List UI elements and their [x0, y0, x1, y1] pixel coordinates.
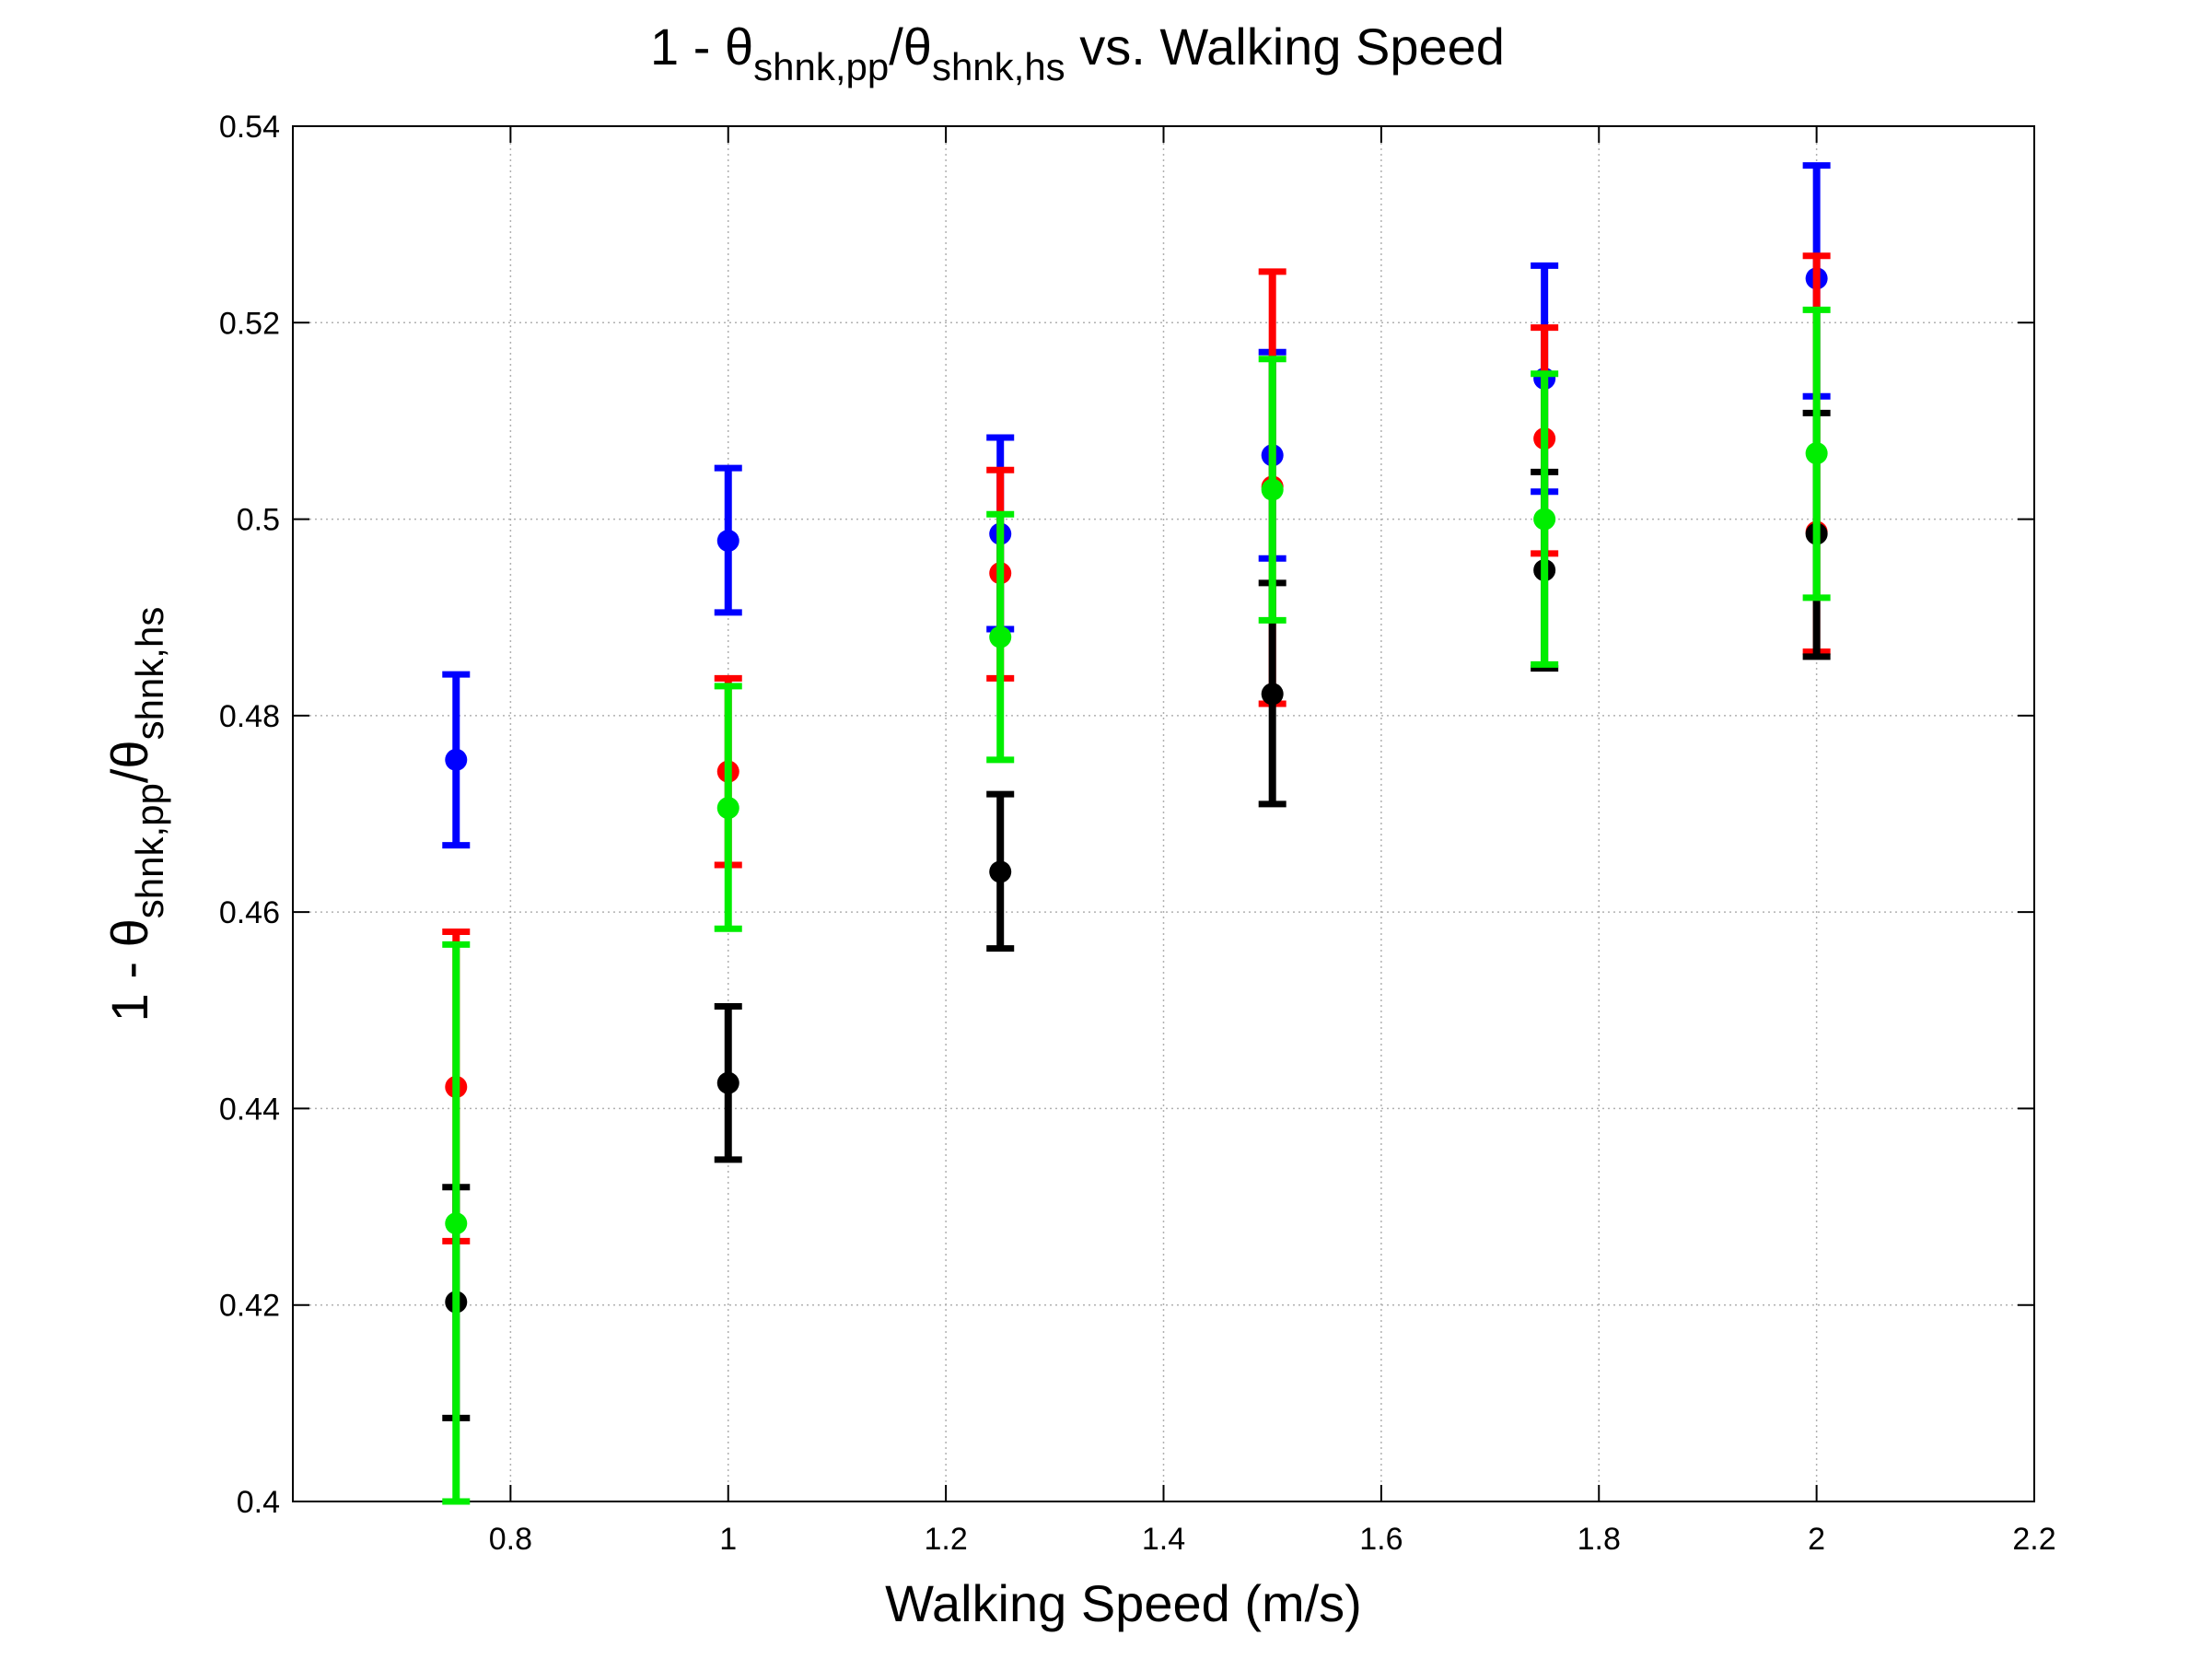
ylabel-subscript-2: shnk,hs	[128, 607, 171, 741]
y-tick-label: 0.48	[219, 699, 280, 734]
y-tick-label: 0.52	[219, 306, 280, 341]
title-theta-1: θ	[725, 18, 753, 76]
x-tick-label: 1.6	[1359, 1522, 1403, 1557]
y-tick-label: 0.42	[219, 1289, 280, 1324]
title-prefix: 1 -	[650, 18, 725, 76]
title-theta-2: θ	[903, 18, 932, 76]
x-tick-label: 0.8	[489, 1522, 532, 1557]
y-axis-label: 1 - θshnk,pp/θshnk,hs	[100, 607, 171, 1022]
chart-title: 1 - θshnk,pp/θshnk,hs vs. Walking Speed	[650, 18, 1505, 88]
title-suffix: vs. Walking Speed	[1065, 18, 1505, 76]
x-axis-label: Walking Speed (m/s)	[885, 1574, 1362, 1632]
title-subscript-1: shnk,pp	[753, 45, 889, 88]
title-slash: /	[889, 18, 903, 76]
x-tick-label: 2.2	[2012, 1522, 2055, 1557]
x-tick-label: 1.8	[1578, 1522, 1621, 1557]
data-series	[442, 162, 1831, 1505]
ylabel-subscript-1: shnk,pp	[128, 783, 171, 918]
data-point	[1805, 442, 1828, 465]
x-tick-label: 2	[1808, 1522, 1825, 1557]
x-tick-labels: 0.8 1 1.2 1.4 1.6 1.8 2 2.2	[489, 1522, 2056, 1557]
data-point	[989, 625, 1012, 648]
data-point	[445, 1212, 468, 1235]
x-tick-label: 1.4	[1142, 1522, 1185, 1557]
y-tick-label: 0.5	[237, 503, 280, 538]
y-tick-labels: 0.4 0.42 0.44 0.46 0.48 0.5 0.52 0.54	[219, 110, 280, 1520]
ylabel-theta-1: θ	[100, 918, 158, 947]
ylabel-slash: /	[100, 768, 158, 783]
axes-box	[292, 125, 2035, 1502]
data-point	[1261, 478, 1284, 501]
data-point	[1533, 508, 1556, 531]
y-tick-label: 0.4	[237, 1485, 280, 1520]
y-tick-label: 0.46	[219, 895, 280, 930]
data-point	[1261, 683, 1284, 706]
x-tick-label: 1.2	[924, 1522, 967, 1557]
x-tick-label: 1	[719, 1522, 737, 1557]
ylabel-theta-2: θ	[100, 740, 158, 768]
y-tick-label: 0.44	[219, 1092, 280, 1127]
ylabel-prefix: 1 -	[100, 947, 158, 1022]
data-point	[716, 797, 739, 820]
plot-area	[293, 126, 2034, 1501]
data-point	[445, 748, 468, 771]
series-4	[442, 306, 1831, 1505]
data-point	[716, 1071, 739, 1094]
data-point	[716, 530, 739, 553]
title-subscript-2: shnk,hs	[932, 45, 1065, 88]
data-point	[989, 860, 1012, 883]
y-tick-label: 0.54	[219, 110, 280, 145]
